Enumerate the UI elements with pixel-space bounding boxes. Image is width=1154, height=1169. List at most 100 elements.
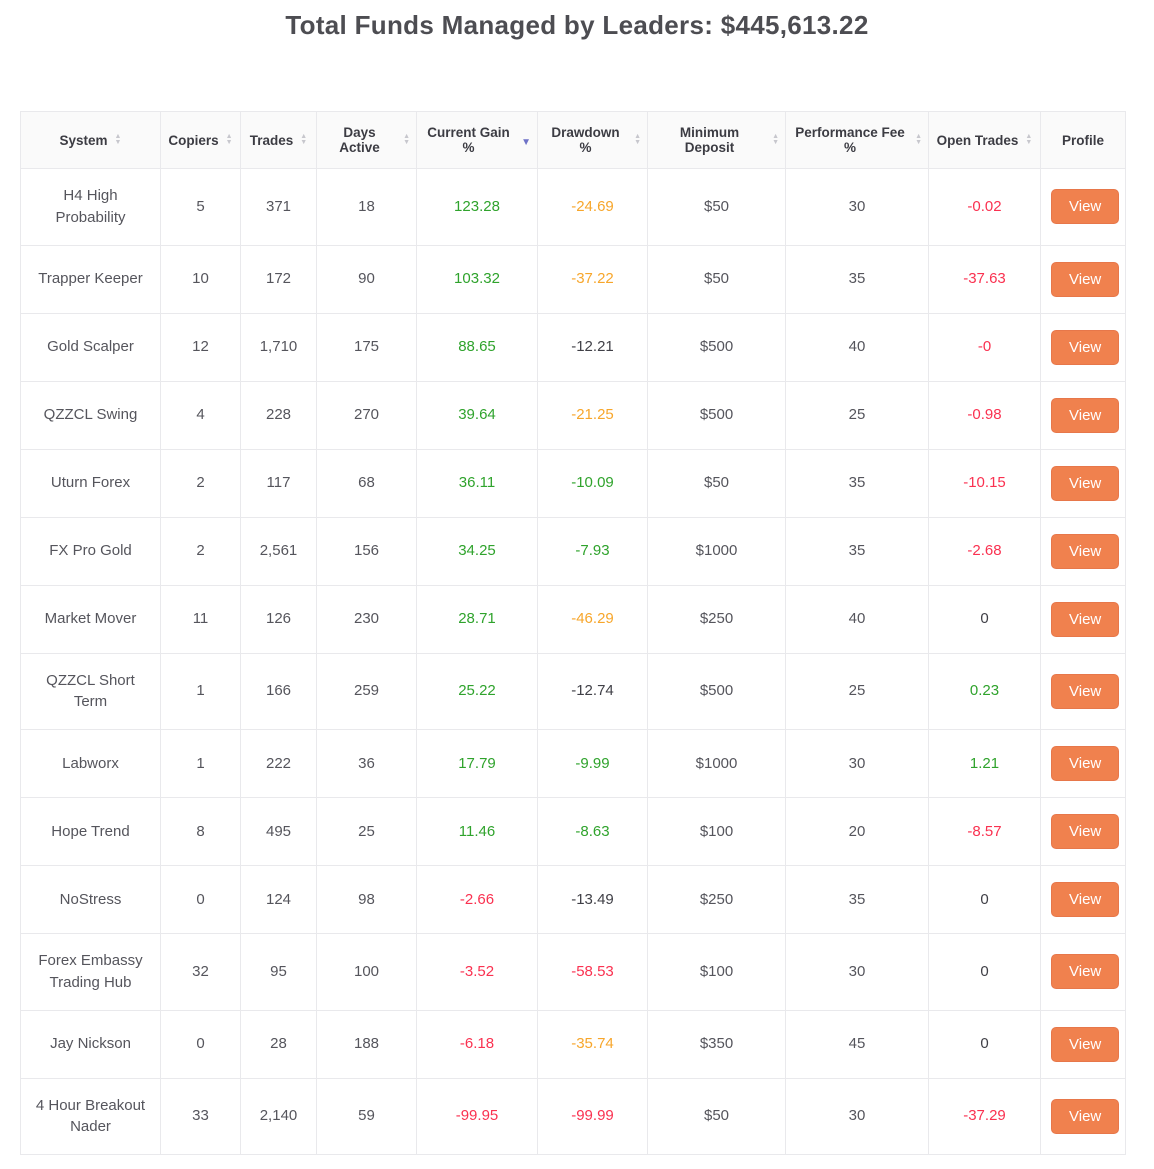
- view-button[interactable]: View: [1051, 397, 1120, 433]
- system-name: FX Pro Gold: [20, 516, 161, 586]
- view-button[interactable]: View: [1051, 1026, 1120, 1062]
- trades-value: 95: [240, 933, 317, 1011]
- table-row: Forex Embassy Trading Hub 32 95 100 -3.52 -58…: [20, 933, 1126, 1011]
- current-gain-value: -3.52: [416, 933, 538, 1011]
- copiers-value: 0: [160, 865, 241, 934]
- view-button[interactable]: View: [1051, 189, 1120, 225]
- current-gain-value: 11.46: [416, 797, 538, 866]
- profile-cell: View: [1040, 244, 1126, 314]
- system-name: Hope Trend: [20, 797, 161, 866]
- sort-icon: ▲ ▼: [403, 133, 410, 146]
- view-button[interactable]: View: [1051, 601, 1120, 637]
- view-button[interactable]: View: [1051, 329, 1120, 365]
- sort-asc-arrow: ▲: [114, 133, 122, 140]
- current-gain-value: 28.71: [416, 584, 538, 654]
- copiers-value: 5: [160, 168, 241, 246]
- minimum-deposit-value: $100: [647, 933, 786, 1011]
- column-label: Current Gain %: [427, 125, 510, 155]
- trades-value: 172: [240, 244, 317, 314]
- sort-desc-arrow: ▼: [403, 139, 410, 146]
- performance-fee-value: 30: [785, 168, 929, 246]
- drawdown-value: -35.74: [537, 1009, 648, 1079]
- column-header-minimum-deposit[interactable]: Minimum Deposit ▲ ▼: [647, 111, 786, 169]
- leaders-table: System ▲ ▼ Copiers ▲ ▼ Trades ▲ ▼ Days Active ▲ ▼ Cu…: [20, 111, 1126, 1155]
- sort-desc-arrow: ▼: [634, 139, 641, 146]
- sort-desc-icon: ▼: [521, 137, 531, 148]
- view-button[interactable]: View: [1051, 673, 1120, 709]
- minimum-deposit-value: $500: [647, 652, 786, 730]
- system-name: Uturn Forex: [20, 448, 161, 518]
- profile-cell: View: [1040, 168, 1126, 246]
- trades-value: 1,710: [240, 312, 317, 382]
- view-button[interactable]: View: [1051, 746, 1120, 781]
- table-row: Market Mover 11 126 230 28.71 -46.29 $250 40 0 Vi…: [20, 584, 1126, 654]
- column-label: Profile: [1061, 132, 1104, 148]
- drawdown-value: -7.93: [537, 516, 648, 586]
- sort-icon: ▲ ▼: [634, 133, 641, 146]
- minimum-deposit-value: $50: [647, 244, 786, 314]
- copiers-value: 11: [160, 584, 241, 654]
- current-gain-value: 39.64: [416, 380, 538, 450]
- column-label: Open Trades: [936, 132, 1019, 148]
- trades-value: 222: [240, 729, 317, 798]
- column-header-open-trades[interactable]: Open Trades ▲ ▼: [928, 111, 1041, 169]
- view-button[interactable]: View: [1051, 954, 1120, 990]
- trades-value: 126: [240, 584, 317, 654]
- current-gain-value: 25.22: [416, 652, 538, 730]
- sort-desc-arrow: ▼: [225, 139, 233, 146]
- days-active-value: 156: [316, 516, 417, 586]
- sort-asc-arrow: ▲: [1025, 133, 1033, 140]
- table-row: Trapper Keeper 10 172 90 103.32 -37.22 $50 35 -3…: [20, 244, 1126, 314]
- sort-icon: ▲ ▼: [1025, 133, 1033, 146]
- open-trades-value: -37.63: [928, 244, 1041, 314]
- copiers-value: 4: [160, 380, 241, 450]
- column-header-performance-fee[interactable]: Performance Fee % ▲ ▼: [785, 111, 929, 169]
- column-header-system[interactable]: System ▲ ▼: [20, 111, 161, 169]
- view-button[interactable]: View: [1051, 533, 1120, 569]
- drawdown-value: -12.74: [537, 652, 648, 730]
- copiers-value: 10: [160, 244, 241, 314]
- profile-cell: View: [1040, 797, 1126, 866]
- system-name: Gold Scalper: [20, 312, 161, 382]
- view-button[interactable]: View: [1051, 1098, 1120, 1134]
- current-gain-value: 103.32: [416, 244, 538, 314]
- column-header-drawdown[interactable]: Drawdown % ▲ ▼: [537, 111, 648, 169]
- table-header: System ▲ ▼ Copiers ▲ ▼ Trades ▲ ▼ Days Active ▲ ▼ Cu…: [20, 111, 1126, 169]
- days-active-value: 270: [316, 380, 417, 450]
- minimum-deposit-value: $250: [647, 584, 786, 654]
- drawdown-value: -13.49: [537, 865, 648, 934]
- minimum-deposit-value: $100: [647, 797, 786, 866]
- open-trades-value: -8.57: [928, 797, 1041, 866]
- view-button[interactable]: View: [1051, 814, 1120, 849]
- days-active-value: 259: [316, 652, 417, 730]
- system-name: H4 High Probability: [20, 168, 161, 246]
- copiers-value: 1: [160, 652, 241, 730]
- view-button[interactable]: View: [1051, 261, 1120, 297]
- system-name: QZZCL Swing: [20, 380, 161, 450]
- current-gain-value: -6.18: [416, 1009, 538, 1079]
- performance-fee-value: 20: [785, 797, 929, 866]
- drawdown-value: -37.22: [537, 244, 648, 314]
- days-active-value: 59: [316, 1077, 417, 1155]
- column-header-trades[interactable]: Trades ▲ ▼: [240, 111, 317, 169]
- view-button[interactable]: View: [1051, 882, 1120, 917]
- view-button[interactable]: View: [1051, 465, 1120, 501]
- table-row: 4 Hour Breakout Nader 33 2,140 59 -99.95 -99.…: [20, 1077, 1126, 1155]
- column-header-days-active[interactable]: Days Active ▲ ▼: [316, 111, 417, 169]
- performance-fee-value: 35: [785, 448, 929, 518]
- profile-cell: View: [1040, 448, 1126, 518]
- days-active-value: 68: [316, 448, 417, 518]
- system-name: Forex Embassy Trading Hub: [20, 933, 161, 1011]
- column-label: System: [59, 132, 108, 148]
- profile-cell: View: [1040, 1009, 1126, 1079]
- column-header-copiers[interactable]: Copiers ▲ ▼: [160, 111, 241, 169]
- column-header-current-gain[interactable]: Current Gain % ▼: [416, 111, 538, 169]
- leaders-page: Total Funds Managed by Leaders: $445,613…: [0, 10, 1154, 1155]
- table-row: Hope Trend 8 495 25 11.46 -8.63 $100 20 -8.57 Vie…: [20, 797, 1126, 866]
- sort-asc-arrow: ▲: [772, 133, 779, 140]
- drawdown-value: -10.09: [537, 448, 648, 518]
- profile-cell: View: [1040, 584, 1126, 654]
- performance-fee-value: 35: [785, 865, 929, 934]
- profile-cell: View: [1040, 1077, 1126, 1155]
- trades-value: 371: [240, 168, 317, 246]
